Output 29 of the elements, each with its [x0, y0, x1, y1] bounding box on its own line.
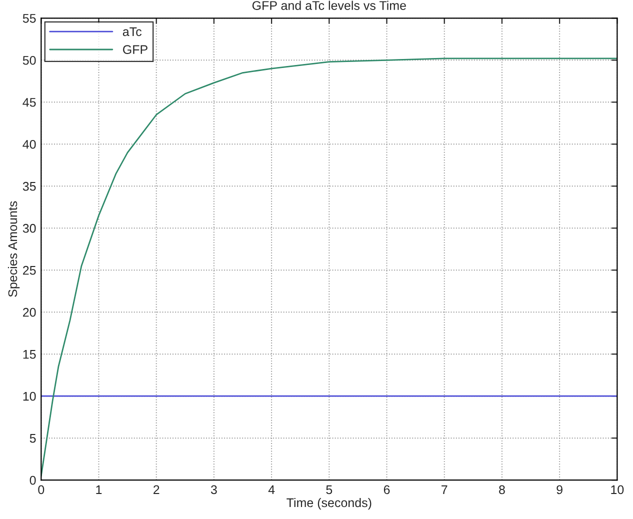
y-tick-label: 30 — [22, 224, 36, 233]
x-tick-label: 1 — [96, 485, 102, 494]
y-tick-label: 35 — [22, 182, 36, 191]
y-tick-label: 15 — [23, 350, 36, 359]
y-tick-label: 25 — [23, 266, 36, 275]
legend-label: GFP — [123, 45, 148, 54]
y-tick-label: 5 — [30, 434, 36, 443]
chart-title: GFP and aTc levels vs Time — [252, 0, 406, 10]
x-tick-label: 7 — [442, 485, 448, 494]
line-series — [41, 58, 618, 477]
x-tick-label: 5 — [326, 485, 332, 494]
x-tick-label: 10 — [611, 485, 624, 494]
y-tick-label: 45 — [22, 98, 36, 107]
x-tick-label: 6 — [384, 485, 390, 494]
y-tick-label: 20 — [23, 308, 36, 317]
x-tick-label: 2 — [154, 485, 160, 494]
legend-label: aTc — [122, 27, 142, 36]
y-tick-label: 10 — [23, 392, 36, 401]
y-axis-title: Species Amounts — [8, 201, 20, 297]
y-tick-label: 0 — [30, 476, 36, 485]
x-tick-label: 8 — [499, 485, 505, 494]
y-tick-label: 55 — [22, 14, 36, 23]
x-tick-label: 3 — [210, 485, 217, 494]
y-tick-label: 50 — [22, 56, 36, 65]
x-tick-label: 0 — [38, 485, 44, 494]
y-tick-label: 40 — [22, 140, 36, 149]
x-tick-label: 9 — [556, 485, 562, 494]
x-tick-label: 4 — [268, 485, 275, 494]
x-axis-title: Time (seconds) — [286, 498, 372, 510]
